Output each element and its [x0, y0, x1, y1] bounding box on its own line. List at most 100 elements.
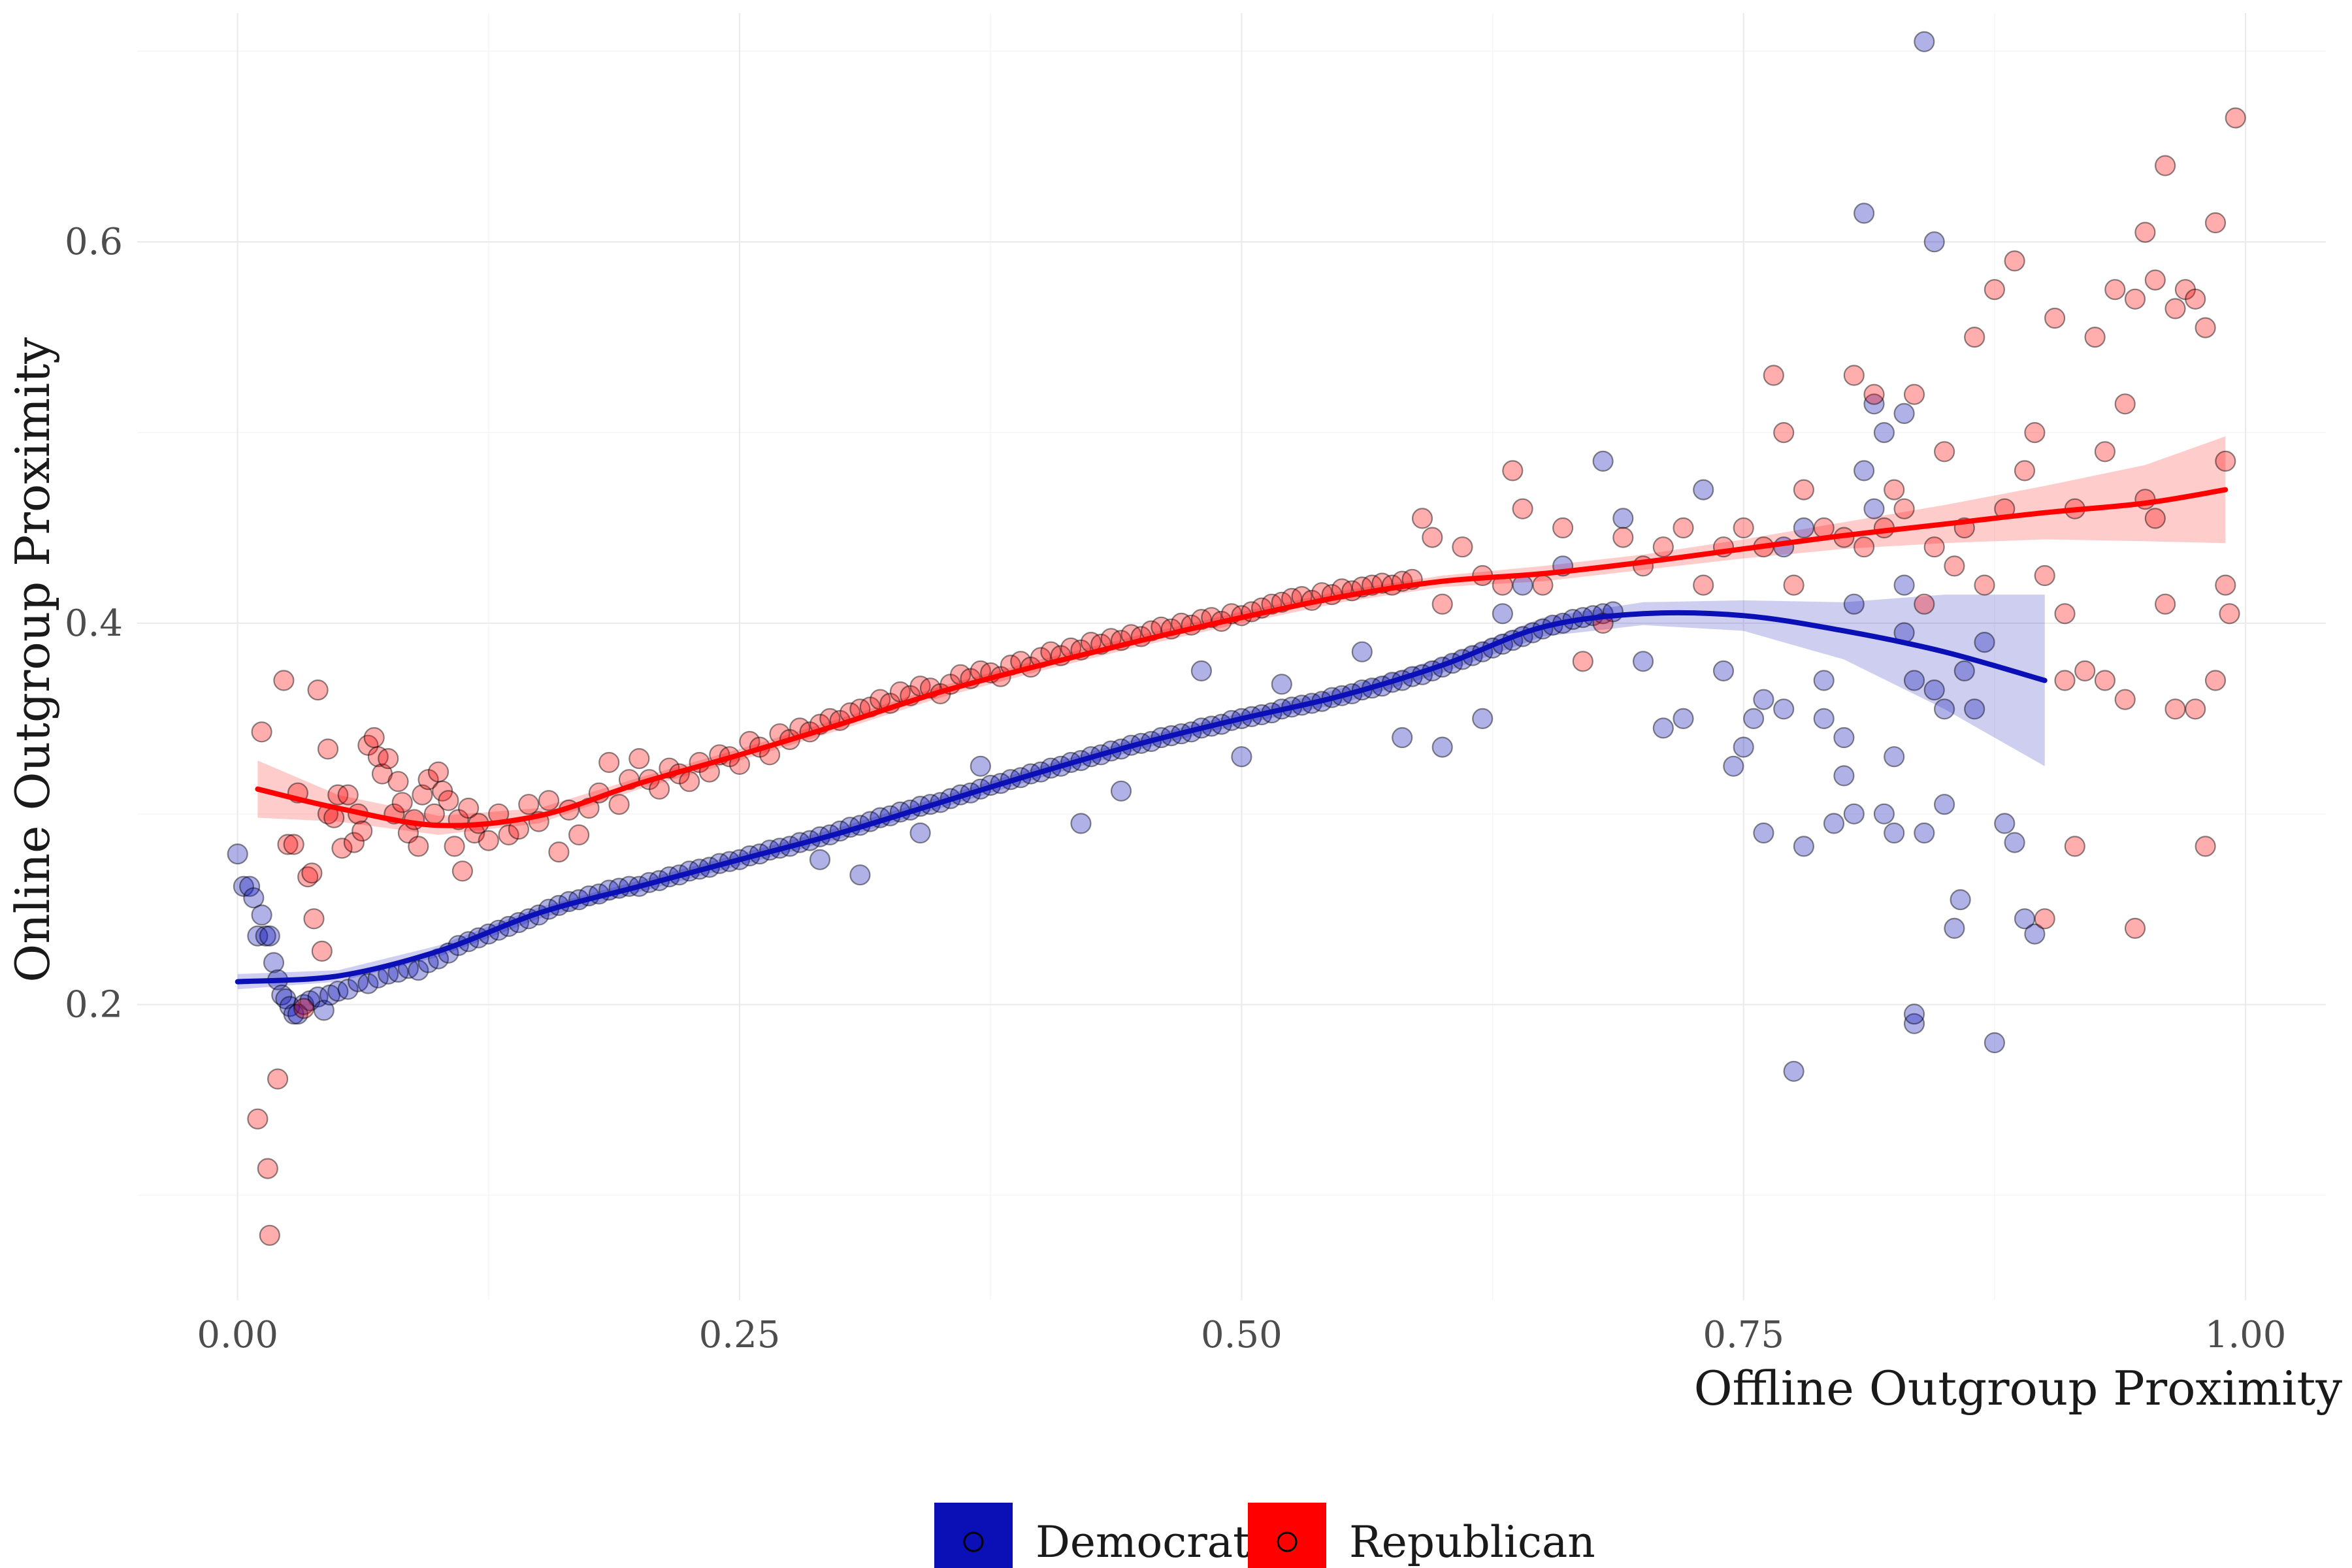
scatter-point-democrat [1854, 203, 1875, 224]
scatter-point-republican [408, 836, 429, 857]
scatter-point-democrat [313, 1000, 335, 1021]
scatter-point-republican [2074, 660, 2096, 682]
scatter-point-republican [2044, 307, 2066, 329]
scatter-point-democrat [1934, 698, 1955, 720]
scatter-point-democrat [1944, 917, 1965, 939]
scatter-point-democrat [1813, 670, 1835, 691]
scatter-point-democrat [1652, 717, 1674, 739]
x-tick-label: 0.25 [699, 1314, 781, 1356]
scatter-point-republican [387, 771, 409, 792]
scatter-point-republican [538, 790, 560, 811]
legend-key-democrat-marker [963, 1531, 984, 1552]
scatter-point-republican [1903, 384, 1925, 405]
scatter-point-republican [629, 747, 650, 770]
scatter-point-democrat [408, 959, 429, 981]
scatter-point-democrat [1492, 603, 1513, 625]
scatter-point-democrat [1893, 402, 1915, 425]
scatter-point-democrat [1190, 660, 1213, 682]
scatter-point-democrat [243, 887, 265, 909]
scatter-point-republican [1843, 365, 1865, 386]
scatter-point-democrat [1472, 708, 1494, 730]
scatter-point-democrat [1813, 708, 1835, 730]
scatter-point-democrat [970, 755, 991, 777]
scatter-point-democrat [259, 925, 280, 947]
scatter-point-democrat [1733, 736, 1754, 758]
scatter-point-republican [1502, 460, 1524, 482]
scatter-point-republican [1673, 517, 1694, 539]
scatter-point-republican [2185, 288, 2206, 310]
scatter-point-republican [457, 797, 480, 819]
scatter-point-republican [1944, 555, 1965, 577]
scatter-point-republican [267, 1068, 289, 1090]
legend-entry-republican[interactable]: Republican [1248, 1503, 1595, 1568]
scatter-point-democrat [293, 994, 315, 1015]
scatter-point-democrat [1392, 727, 1413, 749]
scatter-point-democrat [1903, 1013, 1925, 1034]
axis-ticks: 0.00 0.25 0.50 0.75 1.00 0.2 0.4 0.6 [65, 221, 2286, 1356]
scatter-point-republican [1923, 536, 1945, 558]
scatter-point-democrat [849, 864, 871, 886]
scatter-point-republican [2024, 421, 2046, 444]
scatter-point-republican [2094, 670, 2115, 691]
scatter-point-republican [2034, 908, 2055, 930]
legend-entry-democrat[interactable]: Democrat [934, 1503, 1250, 1568]
scatter-point-democrat [1974, 631, 1995, 653]
scatter-point-democrat [1712, 660, 1735, 682]
scatter-point-republican [1773, 421, 1795, 444]
trend-lines [235, 487, 2229, 985]
scatter-point-democrat [1873, 421, 1895, 444]
scatter-point-republican [2164, 298, 2186, 319]
scatter-point-republican [2124, 288, 2146, 310]
scatter-point-democrat [1863, 393, 1885, 415]
legend: Democrat Republican [934, 1503, 1595, 1568]
scatter-point-democrat [1914, 31, 1935, 52]
scatter-point-republican [2144, 269, 2166, 291]
scatter-point-republican [2155, 155, 2176, 176]
scatter-point-republican [2219, 603, 2240, 625]
scatter-point-republican [2195, 317, 2216, 338]
scatter-point-republican [327, 784, 349, 806]
scatter-point-republican [889, 681, 911, 703]
scatter-point-republican [293, 998, 315, 1019]
scatter-point-democrat [1673, 708, 1694, 730]
scatter-point-republican [1884, 479, 1905, 500]
scatter-point-republican [257, 1158, 278, 1179]
scatter-point-republican [1733, 517, 1754, 539]
scatter-point-republican [283, 834, 304, 855]
legend-key-democrat [934, 1503, 1013, 1568]
scatter-point-democrat [909, 822, 931, 844]
scatter-point-republican [648, 778, 670, 800]
scatter-point-republican [1863, 384, 1885, 405]
scatter-point-democrat [1723, 755, 1744, 777]
scatter-point-republican [2094, 441, 2115, 463]
trend-line-republican [255, 487, 2229, 828]
scatter-point-democrat [1833, 727, 1855, 749]
scatter-point-democrat [1884, 746, 1905, 768]
scatter-point-democrat [1934, 794, 1955, 815]
scatter-point-democrat [809, 849, 831, 870]
scatter-point-republican [432, 780, 453, 802]
scatter-point-democrat [1753, 689, 1774, 710]
scatter-point-republican [301, 862, 323, 884]
trend-line-democrat [235, 610, 2048, 985]
scatter-point-republican [2195, 836, 2216, 857]
scatter-point-democrat [1793, 517, 1814, 539]
scatter-point-republican [1532, 574, 1554, 596]
scatter-point-republican [412, 784, 433, 806]
scatter-point-republican [1431, 593, 1453, 615]
legend-key-republican [1248, 1503, 1326, 1568]
scatter-point-republican [1974, 574, 1995, 596]
scatter-point-republican [2204, 670, 2227, 691]
scatter-point-republican [1964, 326, 1985, 348]
scatter-point-republican [2104, 279, 2126, 301]
scatter-point-republican [357, 734, 379, 756]
scatter-point-republican [1793, 479, 1814, 500]
scatter-point-republican [438, 790, 459, 811]
scatter-point-democrat [251, 904, 272, 926]
scatter-point-republican [2084, 326, 2106, 348]
scatter-point-republican [303, 908, 325, 930]
scatter-point-democrat [1793, 836, 1814, 857]
scatter-point-republican [391, 792, 413, 813]
scatter-point-democrat [1431, 736, 1453, 758]
x-tick-label: 0.00 [197, 1314, 278, 1356]
